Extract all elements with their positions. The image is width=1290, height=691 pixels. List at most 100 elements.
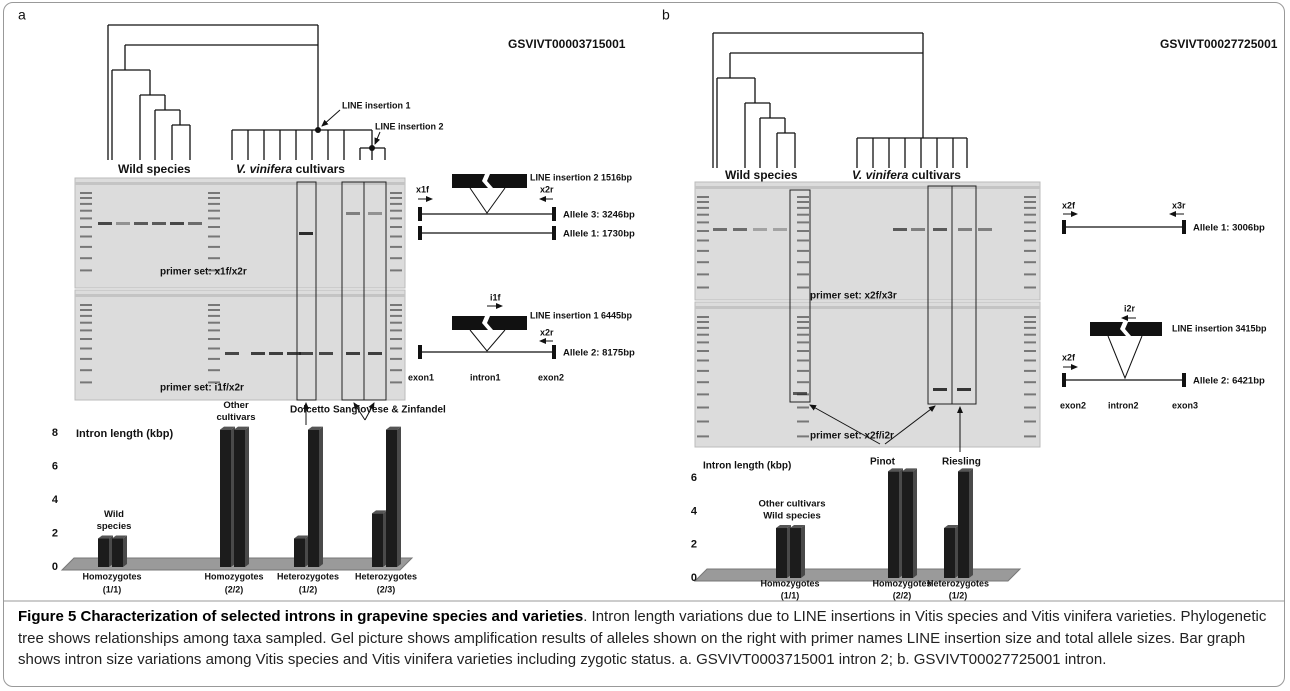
ladder-band [390,315,402,317]
bar-side [969,468,973,578]
gel [695,182,1040,300]
bar-front [112,539,123,567]
caption-title: Figure 5 Characterization of selected in… [18,608,583,625]
region-label: intron1 [470,372,501,382]
band [134,222,148,225]
ladder-band [697,381,709,383]
ladder-band [797,250,809,252]
bar-side [801,525,805,578]
x-tick-label: Homozygotes [872,578,931,588]
ladder-band [390,257,402,259]
region-label: intron2 [1108,400,1139,410]
insert-label: LINE insertion 2 1516bp [530,172,633,182]
ladder-band [1024,196,1036,198]
tree-note: LINE insertion 1 [342,100,411,110]
ladder-band [797,334,809,336]
ladder-band [80,358,92,360]
bar [234,427,249,567]
ladder-band [208,369,220,371]
band [98,222,112,225]
ladder-band [797,421,809,423]
x-tick-label: Heterozygotes [355,571,417,581]
allele-label: Allele 3: 3246bp [563,210,635,221]
ladder-band [390,246,402,248]
ladder-band [797,370,809,372]
gel [695,302,1040,447]
ladder-band [697,435,709,437]
ladder-band [80,217,92,219]
ladder-band [80,309,92,311]
ladder-band [1024,316,1036,318]
ladder-band [1024,250,1036,252]
ladder-band [697,287,709,289]
ladder-band [697,240,709,242]
ladder-band [697,201,709,203]
ladder-band [1024,393,1036,395]
ladder-band [1024,273,1036,275]
region-label: exon2 [1060,400,1086,410]
band [269,352,283,355]
x-tick-sublabel: (2/2) [893,590,912,600]
ladder-band [80,246,92,248]
ladder-band [390,269,402,271]
bar [902,468,917,578]
band [958,228,972,231]
ladder-band [1024,360,1036,362]
ladder-band [1024,230,1036,232]
gel-note: Pinot [870,457,896,468]
insertion-node [315,127,321,133]
clade-label: Wild species [118,162,191,176]
tree [108,25,385,160]
gel-note: Sangiovese & Zinfandel [333,405,446,416]
ladder-band [1024,207,1036,209]
band [368,212,382,215]
ladder-band [697,327,709,329]
gene-id: GSVIVT00027725001 [1160,37,1278,51]
ladder-band [208,226,220,228]
primer-label: x2f [1062,352,1076,362]
arrow [375,132,380,144]
primer-set: primer set: x1f/x2r [160,267,247,278]
band [773,228,787,231]
ladder-band [1024,287,1036,289]
ladder-band [797,360,809,362]
figure: a GSVIVT00003715001 LINE insertion 1 LIN… [0,0,1290,691]
bar-front [294,539,305,567]
band [957,388,971,391]
primer-set: primer set: x2f/x3r [810,291,897,302]
ladder-band [80,322,92,324]
x-tick-sublabel: (1/2) [299,584,318,594]
ladder-band [1024,370,1036,372]
y-tick-label: 8 [52,427,58,439]
ladder-band [697,421,709,423]
ladder-band [390,369,402,371]
x-tick-sublabel: (2/2) [225,584,244,594]
ladder-band [1024,240,1036,242]
allele-label: Allele 1: 3006bp [1193,223,1265,234]
ladder-band [697,250,709,252]
ladder-band [390,236,402,238]
ladder-band [797,341,809,343]
ladder-band [208,217,220,219]
ladder-band [208,192,220,194]
ladder-band [390,381,402,383]
ladder-band [697,360,709,362]
ladder-band [208,338,220,340]
ladder-band [390,322,402,324]
band [188,222,202,225]
band [299,232,313,235]
ladder-band [390,304,402,306]
bar-front [790,528,801,578]
y-tick-label: 2 [691,539,697,551]
ladder-band [208,315,220,317]
band [753,228,767,231]
ladder-band [80,315,92,317]
x-tick-label: Homozygotes [204,571,263,581]
primer-label: x2f [1062,200,1076,210]
ladder-band [697,370,709,372]
y-tick-label: 0 [691,572,697,584]
band [346,352,360,355]
region-label: exon3 [1172,400,1198,410]
group-label: cultivars [216,412,255,423]
band [152,222,166,225]
